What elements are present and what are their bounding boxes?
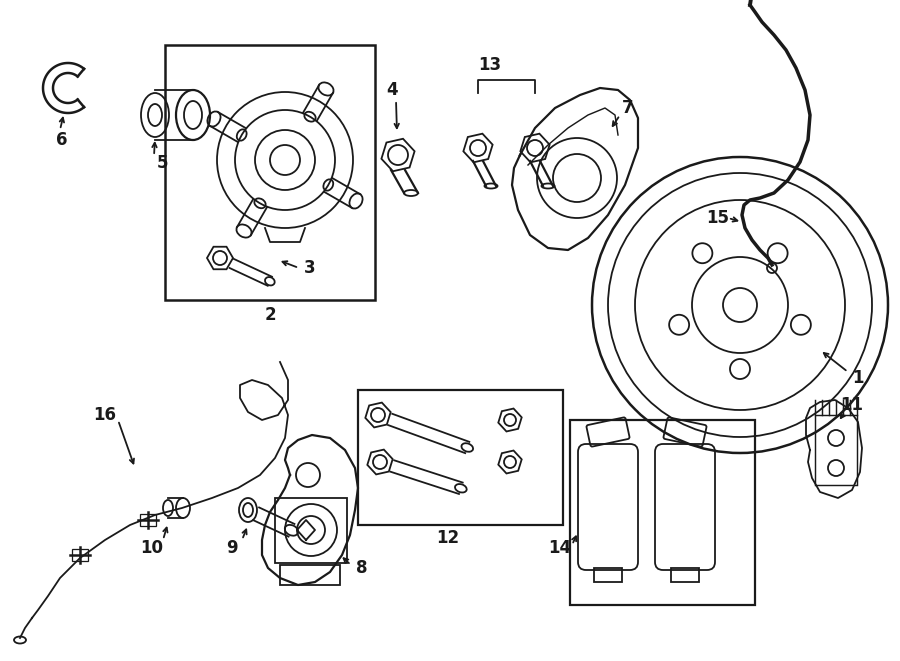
Text: 12: 12 bbox=[436, 529, 460, 547]
Text: 7: 7 bbox=[622, 99, 634, 117]
Text: 9: 9 bbox=[226, 539, 238, 557]
Text: 3: 3 bbox=[304, 259, 316, 277]
Text: 1: 1 bbox=[852, 369, 864, 387]
Bar bbox=[72, 549, 88, 561]
Text: 15: 15 bbox=[706, 209, 730, 227]
Text: 14: 14 bbox=[548, 539, 572, 557]
Text: 6: 6 bbox=[56, 131, 68, 149]
Text: 16: 16 bbox=[94, 406, 116, 424]
Text: 2: 2 bbox=[265, 306, 275, 324]
Text: 8: 8 bbox=[356, 559, 368, 577]
Text: 13: 13 bbox=[479, 56, 501, 74]
Bar bbox=[140, 514, 156, 526]
Bar bbox=[815, 415, 857, 485]
Bar bbox=[570, 420, 755, 605]
Text: 4: 4 bbox=[386, 81, 398, 99]
Bar bbox=[358, 390, 563, 525]
Text: 5: 5 bbox=[157, 154, 167, 172]
Bar bbox=[165, 45, 375, 300]
Bar bbox=[275, 498, 347, 563]
Bar bbox=[594, 568, 622, 582]
Bar bbox=[280, 565, 340, 585]
Text: 10: 10 bbox=[140, 539, 164, 557]
Bar bbox=[671, 568, 699, 582]
Text: 11: 11 bbox=[841, 396, 863, 414]
